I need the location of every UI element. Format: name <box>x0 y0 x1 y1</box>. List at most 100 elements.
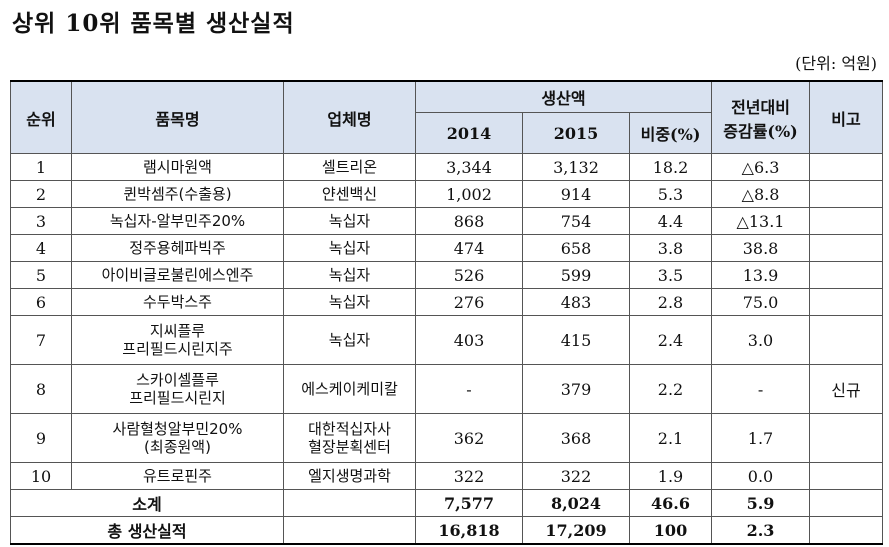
note-cell <box>809 462 884 490</box>
growth-cell: 3.0 <box>711 315 811 365</box>
product-name-cell: 지씨플루 프리필드시린지주 <box>71 315 284 365</box>
header-growth-line1: 전년대비 <box>731 97 790 117</box>
company-name-cell: 에스케이케미칼 <box>283 364 416 414</box>
value-2014-cell: 322 <box>415 462 523 490</box>
company-name-line: 녹십자 <box>328 239 371 257</box>
share-cell: 3.5 <box>628 261 713 289</box>
rank-cell: 10 <box>10 462 72 490</box>
share-cell: 18.2 <box>628 153 713 181</box>
header-growth-line2: 증감률(%) <box>723 121 798 141</box>
table-row: 8 스카이셀플루 프리필드시린지 에스케이케미칼 -379 2.2- 신규 <box>10 364 884 414</box>
note-cell <box>809 234 884 262</box>
company-name-cell: 녹십자 <box>283 288 416 316</box>
company-name-line: 대한적십자사 <box>308 420 391 438</box>
value-2015-cell: 379 <box>522 364 630 414</box>
value-2015-cell: 483 <box>522 288 630 316</box>
value-2014-cell: 868 <box>415 207 523 235</box>
product-name-cell: 스카이셀플루 프리필드시린지 <box>71 364 284 414</box>
company-name-line: 혈장분획센터 <box>308 438 391 456</box>
value-2014-cell: 1,002 <box>415 180 523 208</box>
share-cell: 2.1 <box>628 413 713 463</box>
company-name-cell: 녹십자 <box>283 207 416 235</box>
company-name-line: 녹십자 <box>328 212 371 230</box>
product-name-cell: 정주용헤파빅주 <box>71 234 284 262</box>
header-production: 생산액 <box>414 80 713 113</box>
product-name-cell: 녹십자-알부민주20% <box>71 207 284 235</box>
rank-cell: 8 <box>10 364 72 414</box>
total-v2014-cell: 16,818 <box>415 516 523 545</box>
growth-cell: △13.1 <box>711 207 811 235</box>
subtotal-note-blank <box>809 489 884 517</box>
share-cell: 2.4 <box>628 315 713 365</box>
subtotal-growth-cell: 5.9 <box>711 489 811 517</box>
company-name-line: 녹십자 <box>328 293 371 311</box>
value-2014-cell: 362 <box>415 413 523 463</box>
total-share-cell: 100 <box>628 516 713 545</box>
table-row: 4 정주용헤파빅주 녹십자 474 658 3.8 38.8 <box>10 234 884 262</box>
growth-cell: 1.7 <box>711 413 811 463</box>
rank-cell: 4 <box>10 234 72 262</box>
product-name-cell: 유트로핀주 <box>71 462 284 490</box>
subtotal-share-cell: 46.6 <box>628 489 713 517</box>
header-growth: 전년대비 증감률(%) <box>711 80 811 154</box>
company-name-cell: 얀센백신 <box>283 180 416 208</box>
product-name-cell: 아이비글로불린에스엔주 <box>71 261 284 289</box>
product-name-line: 수두박스주 <box>142 293 212 311</box>
header-product: 품목명 <box>71 80 284 154</box>
subtotal-row: 소계 7,577 8,024 46.6 5.9 <box>10 489 884 517</box>
value-2015-cell: 415 <box>522 315 630 365</box>
growth-cell: 75.0 <box>711 288 811 316</box>
value-2015-cell: 914 <box>522 180 630 208</box>
share-cell: 2.8 <box>628 288 713 316</box>
table-body: 1 램시마원액 셀트리온 3,344 3,132 18.2 △6.3 2 퀸박셈주(수출용) 얀센… <box>10 153 884 545</box>
rank-cell: 2 <box>10 180 72 208</box>
value-2014-cell: 474 <box>415 234 523 262</box>
subtotal-v2014-cell: 7,577 <box>415 489 523 517</box>
growth-cell: 38.8 <box>711 234 811 262</box>
table-row: 10 유트로핀주 엘지생명과학 322 322 1.9 0.0 <box>10 462 884 490</box>
product-name-line: 퀸박셈주(수출용) <box>123 185 232 203</box>
product-name-line: 스카이셀플루 <box>136 371 219 389</box>
company-name-line: 에스케이케미칼 <box>301 380 398 398</box>
product-name-line: 사람혈청알부민20% <box>112 420 243 438</box>
growth-cell: 0.0 <box>711 462 811 490</box>
value-2014-cell: 276 <box>415 288 523 316</box>
note-cell <box>809 207 884 235</box>
subtotal-v2015-cell: 8,024 <box>522 489 630 517</box>
table-row: 1 램시마원액 셀트리온 3,344 3,132 18.2 △6.3 <box>10 153 884 181</box>
product-name-line: 정주용헤파빅주 <box>129 239 226 257</box>
product-name-cell: 퀸박셈주(수출용) <box>71 180 284 208</box>
value-2015-cell: 368 <box>522 413 630 463</box>
note-cell <box>809 180 884 208</box>
company-name-line: 녹십자 <box>328 331 371 349</box>
table-row: 9 사람혈청알부민20% (최종원액) 대한적십자사 혈장분획센터 362 368 2.1 1.… <box>10 413 884 463</box>
growth-cell: △8.8 <box>711 180 811 208</box>
note-cell <box>809 315 884 365</box>
total-growth-cell: 2.3 <box>711 516 811 545</box>
company-name-line: 엘지생명과학 <box>308 467 391 485</box>
product-name-line: 지씨플루 <box>149 322 206 340</box>
header-note: 비고 <box>809 80 884 154</box>
production-table: 순위 품목명 업체명 생산액 전년대비 증감률(%) 비고 2014 2015 … <box>10 80 884 545</box>
value-2014-cell: 403 <box>415 315 523 365</box>
value-2015-cell: 3,132 <box>522 153 630 181</box>
rank-cell: 3 <box>10 207 72 235</box>
note-cell <box>809 413 884 463</box>
total-company-blank <box>283 516 416 545</box>
rank-cell: 6 <box>10 288 72 316</box>
total-label: 총 생산실적 <box>10 516 284 545</box>
note-cell <box>809 153 884 181</box>
table-row: 2 퀸박셈주(수출용) 얀센백신 1,002 914 5.3 △8.8 <box>10 180 884 208</box>
unit-note: (단위: 억원) <box>795 54 877 73</box>
growth-cell: - <box>711 364 811 414</box>
share-cell: 1.9 <box>628 462 713 490</box>
note-cell: 신규 <box>809 364 884 414</box>
product-name-line: 유트로핀주 <box>142 467 212 485</box>
header-2015: 2015 <box>522 112 630 154</box>
total-row: 총 생산실적 16,818 17,209 100 2.3 <box>10 516 884 545</box>
value-2015-cell: 658 <box>522 234 630 262</box>
rank-cell: 1 <box>10 153 72 181</box>
header-2014: 2014 <box>415 112 523 154</box>
company-name-line: 녹십자 <box>328 266 371 284</box>
company-name-cell: 셀트리온 <box>283 153 416 181</box>
